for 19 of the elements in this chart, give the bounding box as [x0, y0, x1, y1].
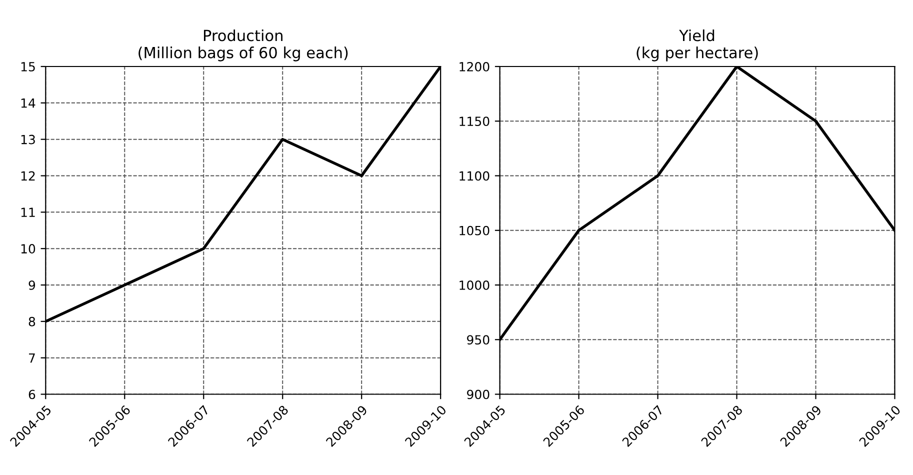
- y-tick-label: 9: [28, 280, 36, 290]
- y-tick-label: 1050: [460, 226, 490, 236]
- chart-title: Production (Million bags of 60 kg each): [138, 29, 348, 62]
- y-tick-label: 11: [21, 208, 35, 217]
- y-tick-label: 7: [29, 353, 35, 363]
- y-tick-label: 14: [21, 98, 36, 108]
- y-tick-label: 1100: [460, 171, 490, 181]
- chart-title: Yield (kg per hectare): [636, 29, 758, 62]
- y-tick-label: 10: [21, 244, 36, 254]
- y-tick-label: 1000: [460, 280, 490, 290]
- y-tick-label: 900: [467, 390, 490, 400]
- y-tick-label: 6: [28, 390, 36, 400]
- y-tick-label: 1200: [460, 62, 490, 72]
- y-tick-label: 13: [21, 134, 35, 144]
- y-tick-label: 15: [21, 62, 35, 72]
- y-tick-label: 1150: [460, 116, 490, 126]
- y-tick-label: 8: [28, 316, 36, 326]
- y-tick-label: 12: [21, 171, 35, 180]
- y-tick-label: 950: [467, 335, 490, 345]
